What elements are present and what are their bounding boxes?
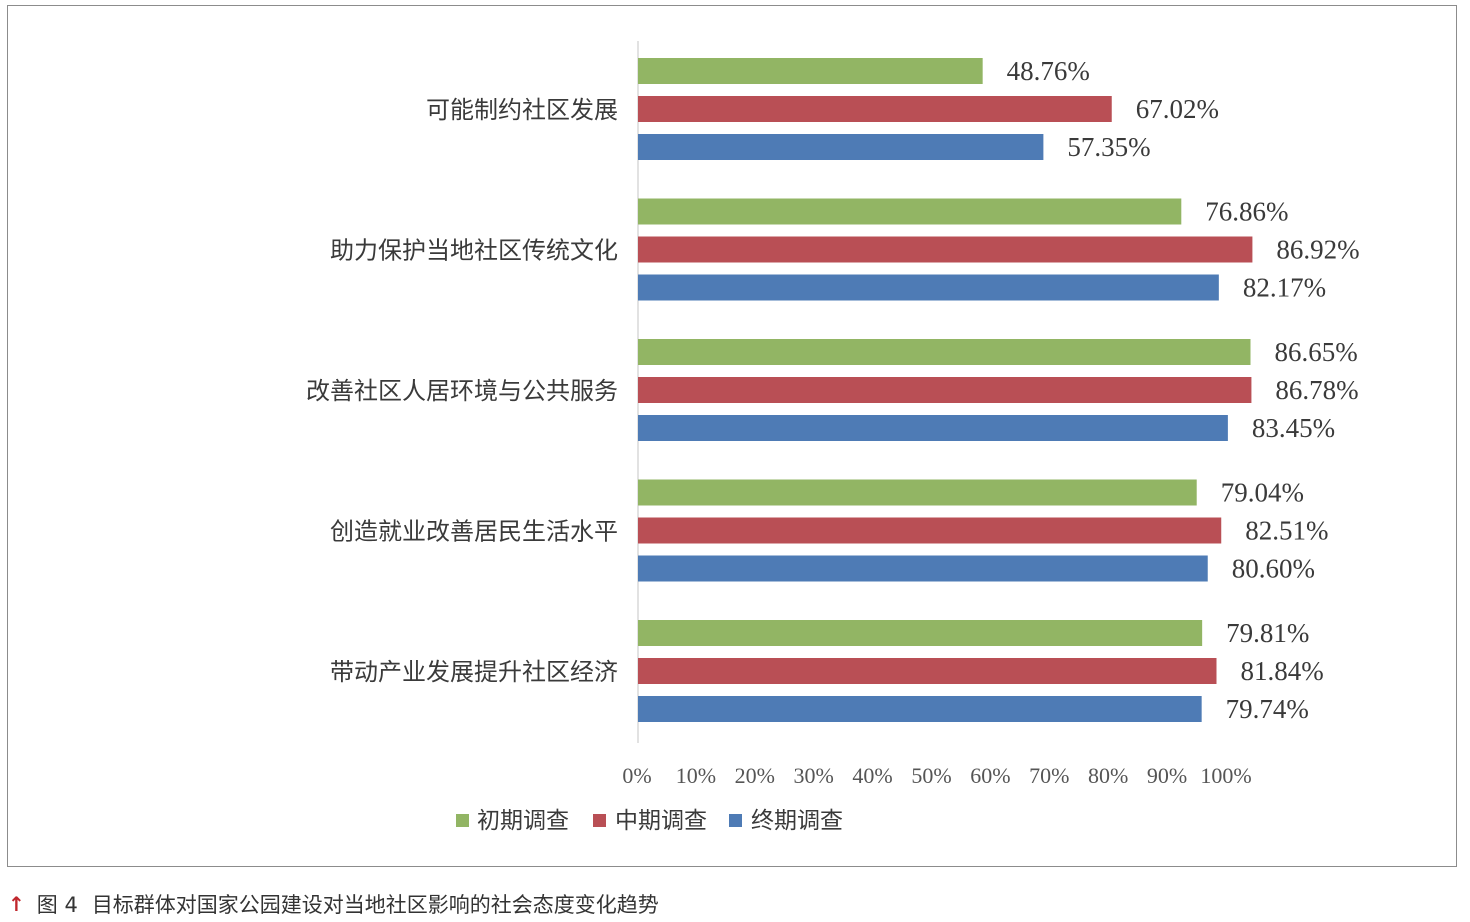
data-label: 76.86% [1205,197,1288,227]
x-tick-label: 60% [970,763,1010,788]
x-tick-label: 70% [1029,763,1069,788]
red-arrow-up-icon: ↑ [8,892,25,916]
x-tick-label: 50% [911,763,951,788]
bar-2 [638,377,1252,403]
bar-2 [638,96,1112,122]
category-label: 可能制约社区发展 [426,96,618,124]
x-tick-label: 10% [676,763,716,788]
bar-chart: 可能制约社区发展 48.76% 67.02% 57.35% 助力保护当地社区传统文化 76… [306,41,1360,834]
x-tick-label: 20% [735,763,775,788]
legend-swatch [593,814,606,827]
x-tick-label: 100% [1200,763,1251,788]
bar-2 [638,658,1217,684]
bar-1 [638,339,1251,365]
chart-frame: 可能制约社区发展 48.76% 67.02% 57.35% 助力保护当地社区传统文化 76… [7,5,1457,867]
bar-3 [638,134,1044,160]
data-label: 86.65% [1275,337,1358,367]
category-label: 带动产业发展提升社区经济 [330,658,618,686]
data-label: 83.45% [1252,413,1335,443]
data-label: 48.76% [1007,56,1090,86]
data-label: 67.02% [1136,94,1219,124]
legend-label: 初期调查 [477,808,569,834]
x-tick-label: 80% [1088,763,1128,788]
bar-2 [638,517,1222,544]
legend-swatch [729,814,742,827]
x-tick-label: 0% [622,763,651,788]
data-label: 86.78% [1275,375,1358,405]
category-label: 创造就业改善居民生活水平 [330,518,618,546]
data-label: 79.04% [1221,478,1304,508]
data-label: 82.51% [1245,516,1328,546]
bar-1 [638,58,983,84]
bar-1 [638,620,1203,646]
bar-3 [638,555,1208,582]
x-tick-label: 30% [794,763,834,788]
x-tick-label: 40% [852,763,892,788]
legend-swatch [456,814,469,827]
category-label: 改善社区人居环境与公共服务 [306,377,618,405]
data-label: 81.84% [1241,656,1324,686]
data-label: 80.60% [1232,554,1315,584]
bar-1 [638,479,1197,506]
figure-caption: ↑ 图 4 目标群体对国家公园建设对当地社区影响的社会态度变化趋势 [8,889,659,919]
bar-1 [638,198,1182,225]
data-label: 82.17% [1243,273,1326,303]
data-label: 79.74% [1226,694,1309,724]
category-label: 助力保护当地社区传统文化 [330,237,618,265]
data-label: 86.92% [1276,235,1359,265]
bar-3 [638,415,1228,441]
bar-3 [638,274,1219,301]
legend-label: 中期调查 [615,808,707,834]
bar-3 [638,696,1202,722]
data-label: 57.35% [1067,132,1150,162]
figure-number: 图 4 [36,893,78,917]
bar-2 [638,236,1253,263]
data-label: 79.81% [1226,618,1309,648]
x-tick-label: 90% [1147,763,1187,788]
legend-label: 终期调查 [751,808,843,834]
figure-caption-text: 目标群体对国家公园建设对当地社区影响的社会态度变化趋势 [91,893,659,917]
